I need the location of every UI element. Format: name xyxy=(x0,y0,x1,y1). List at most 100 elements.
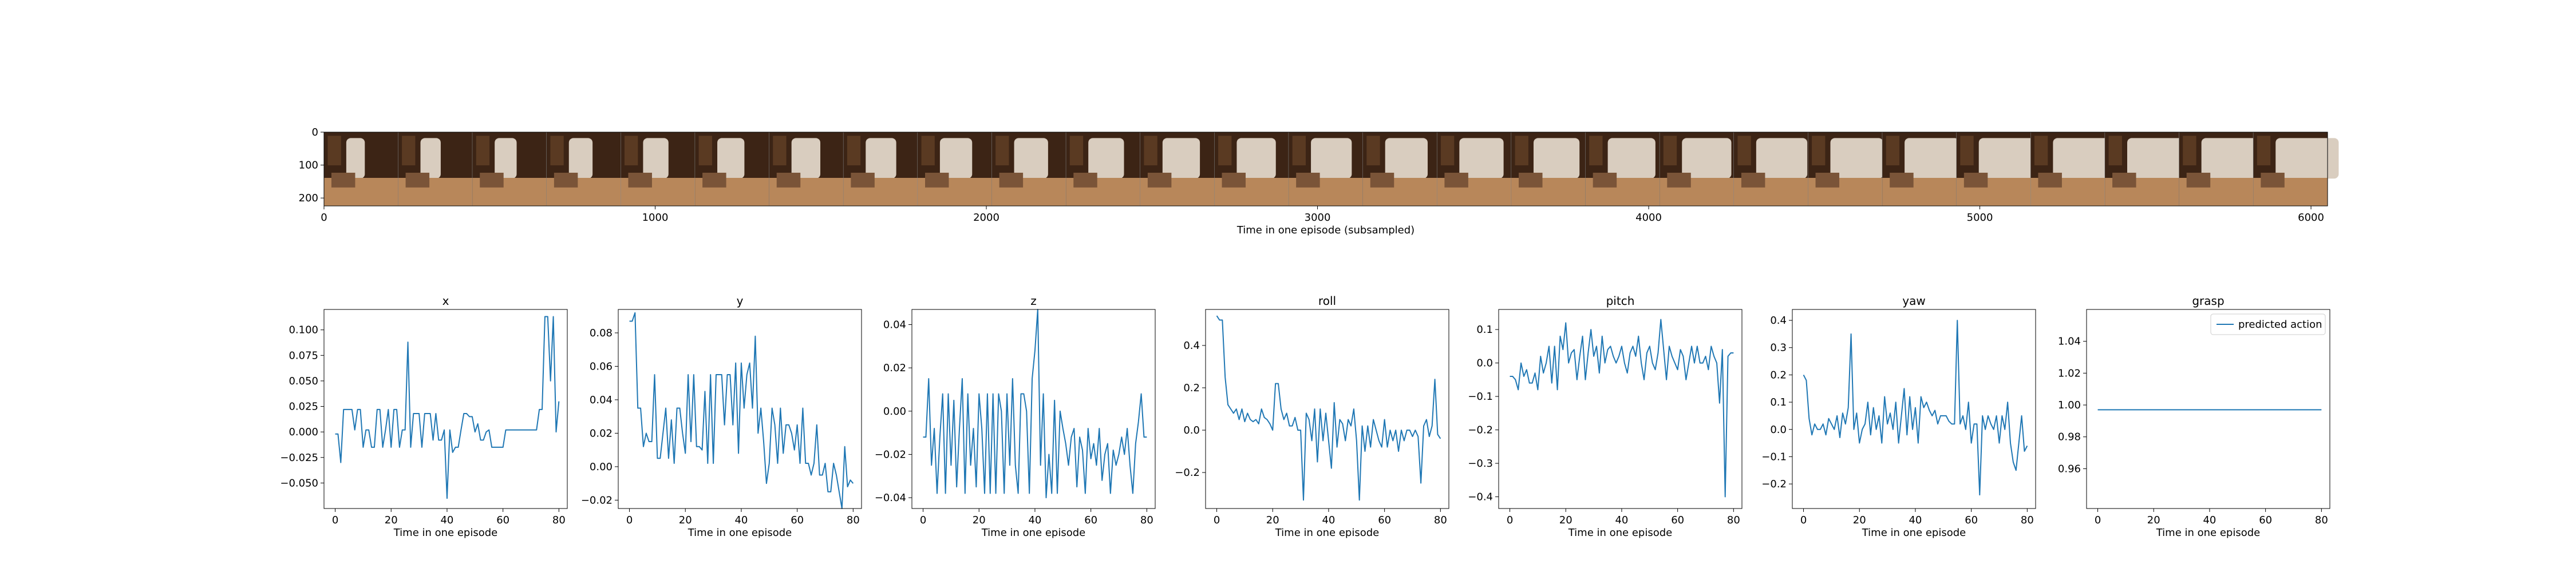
x-tick-label: 80 xyxy=(847,514,860,526)
box-shape xyxy=(1444,172,1468,188)
background-shape xyxy=(1515,136,1528,166)
box-shape xyxy=(405,172,430,188)
x-tick-label: 4000 xyxy=(1635,212,1662,224)
video-frame xyxy=(1140,132,1215,206)
background-shape xyxy=(1663,136,1677,166)
subplot-roll: roll 0 20 40 60 80 −0.2 0.0 0.2 0.4 Time in one ep… xyxy=(1175,294,1449,539)
background-shape xyxy=(1812,136,1826,166)
x-tick-label: 20 xyxy=(1266,514,1279,526)
robot-arm-shape xyxy=(1088,138,1124,179)
y-tick-label: 0.02 xyxy=(883,362,906,374)
x-axis-label: Time in one episode (subsampled) xyxy=(1236,224,1415,236)
background-shape xyxy=(1886,136,1900,166)
action-plots: x0 20 40 60 80−0.050−0.0250.0000.0250.0500.0… xyxy=(280,294,2330,539)
x-tick-label: 3000 xyxy=(1305,212,1331,224)
y-tick-label: 1.02 xyxy=(2058,367,2081,379)
y-tick-label: 0.0 xyxy=(1183,424,1200,436)
y-tick-label: 0.4 xyxy=(1183,340,1200,352)
x-tick-label: 60 xyxy=(791,514,804,526)
x-tick-label: 80 xyxy=(552,514,566,526)
y-tick-label: −0.3 xyxy=(1468,458,1493,470)
robot-arm-shape xyxy=(346,138,365,179)
legend: predicted action xyxy=(2210,313,2326,335)
x-axis-label: Time in one episode xyxy=(2156,527,2261,539)
box-shape xyxy=(1370,172,1394,188)
x-tick-label: 40 xyxy=(440,514,453,526)
y-tick-label: 0.075 xyxy=(289,349,318,362)
series-line-predicted-action xyxy=(1510,319,1734,498)
background-shape xyxy=(1292,136,1306,166)
background-shape xyxy=(698,136,712,166)
x-tick-label: 80 xyxy=(2315,514,2328,526)
robot-arm-shape xyxy=(1905,138,1959,179)
x-tick-label: 60 xyxy=(1084,514,1097,526)
x-tick-label: 0 xyxy=(1800,514,1807,526)
x-tick-label: 1000 xyxy=(642,212,669,224)
y-tick-label: 0.00 xyxy=(590,461,613,473)
background-shape xyxy=(2183,136,2196,166)
video-frame xyxy=(1362,132,1437,206)
background-shape xyxy=(1589,136,1603,166)
y-tick-label: 0.0 xyxy=(1770,424,1787,436)
x-tick-label: 80 xyxy=(1727,514,1740,526)
robot-arm-shape xyxy=(2275,138,2339,179)
background-shape xyxy=(2257,136,2271,166)
video-frame xyxy=(1289,132,1364,206)
box-shape xyxy=(554,172,578,188)
subplot-y: y 0 20 40 60 80 −0.02 0.00 0.02 0.04 0.06 0.08 Time … xyxy=(581,294,862,539)
video-frame xyxy=(2253,132,2339,206)
box-shape xyxy=(1741,172,1765,188)
robot-arm-shape xyxy=(1607,138,1656,179)
plot-frame xyxy=(618,309,862,509)
x-tick-label: 0 xyxy=(1214,514,1220,526)
box-shape xyxy=(480,172,504,188)
video-frame xyxy=(472,132,547,206)
subplot-pitch: pitch 0 20 40 60 80 −0.4 −0.3 −0.2 −0.1 0.0 0.1 Time… xyxy=(1468,294,1743,539)
series-line-predicted-action xyxy=(335,316,560,499)
background-shape xyxy=(2108,136,2122,166)
box-shape xyxy=(702,172,726,188)
robot-arm-shape xyxy=(1978,138,2035,179)
x-tick-label: 60 xyxy=(496,514,509,526)
legend-box xyxy=(2210,313,2326,335)
background-shape xyxy=(476,136,490,166)
x-tick-label: 40 xyxy=(1615,514,1628,526)
x-tick-label: 0 xyxy=(332,514,338,526)
video-frame xyxy=(843,132,918,206)
y-tick-label: 0.3 xyxy=(1770,342,1787,354)
y-tick-label: 1.04 xyxy=(2058,336,2081,348)
robot-arm-shape xyxy=(420,138,441,179)
subplot-grasp: grasp 0 20 40 60 80 0.96 0.98 1.00 1.02 1.04 Time i… xyxy=(2058,294,2330,539)
video-frame xyxy=(1437,132,1512,206)
robot-arm-shape xyxy=(866,138,896,179)
robot-arm-shape xyxy=(568,138,593,179)
y-tick-label: 0.100 xyxy=(289,324,318,336)
box-shape xyxy=(2112,172,2136,188)
y-tick-label: 0.4 xyxy=(1770,315,1787,327)
y-tick-label: −0.2 xyxy=(1175,467,1200,479)
x-tick-label: 40 xyxy=(1028,514,1041,526)
plot-frame xyxy=(911,309,1156,509)
x-tick-label: 20 xyxy=(2147,514,2160,526)
y-tick-label: −0.2 xyxy=(1761,478,1787,490)
strip-frame xyxy=(323,132,2328,206)
video-frame xyxy=(991,132,1066,206)
video-frame xyxy=(2179,132,2263,206)
robot-arm-shape xyxy=(1459,138,1504,179)
robot-arm-shape xyxy=(1385,138,1428,179)
y-tick-label: 0.000 xyxy=(289,426,318,438)
box-shape xyxy=(2261,172,2285,188)
background-shape xyxy=(1144,136,1157,166)
y-tick-label: 0 xyxy=(312,126,318,138)
background-shape xyxy=(1218,136,1232,166)
video-frame xyxy=(546,132,622,206)
y-tick-label: −0.02 xyxy=(581,494,613,506)
x-tick-label: 80 xyxy=(1140,514,1153,526)
y-tick-label: 0.025 xyxy=(289,401,318,413)
subplot-title: grasp xyxy=(2192,294,2224,308)
box-shape xyxy=(1073,172,1097,188)
subplot-title: x xyxy=(442,294,449,308)
box-shape xyxy=(1815,172,1840,188)
